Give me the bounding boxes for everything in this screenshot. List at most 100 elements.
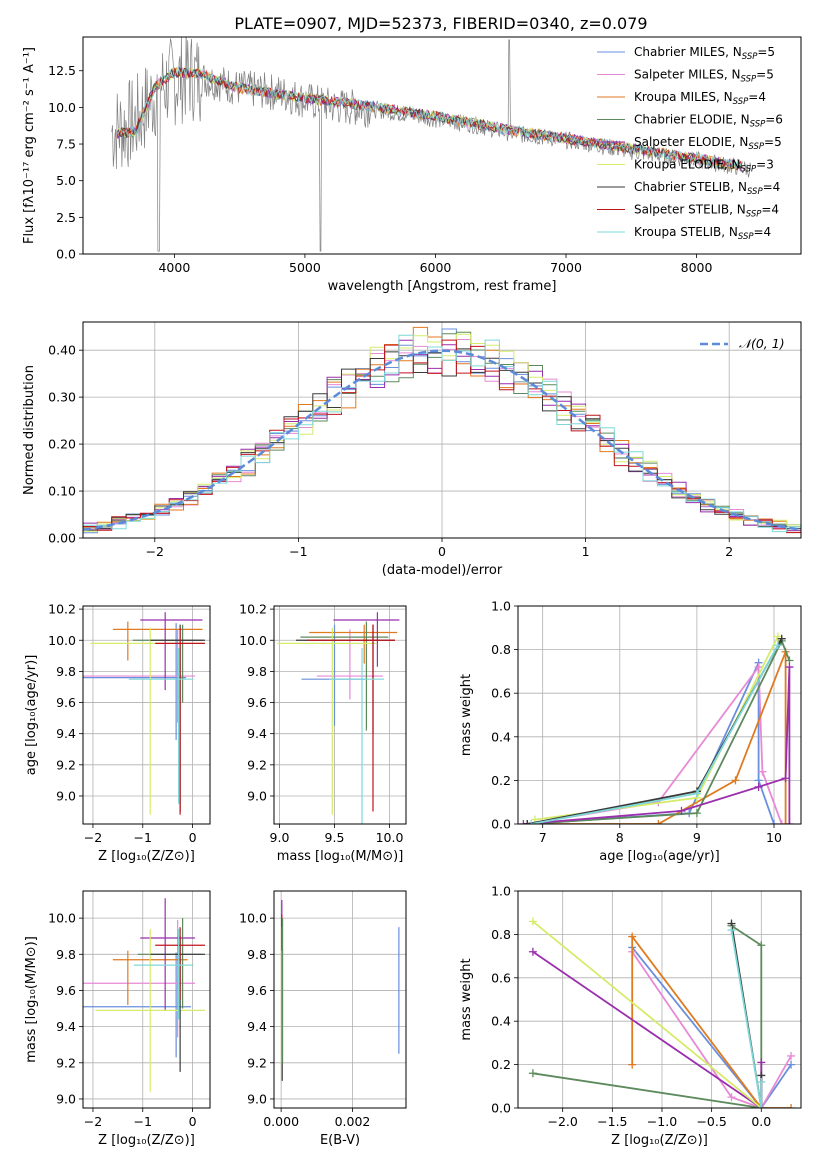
panel-age_vs_Z: −2 −1 0 9.0 9.2 9.4 9.6 9.8 10.0 10.2 Z [log₁₀(Z/Z…	[24, 602, 211, 864]
plot-area-spectrum	[111, 37, 752, 252]
series-line-2	[527, 651, 787, 824]
x-tick-label: −2.0	[548, 1114, 578, 1129]
legend-entry: Salpeter STELIB, NSSP=4	[634, 203, 779, 220]
series-marker	[528, 947, 537, 956]
y-axis-label: Normed distribution	[22, 365, 37, 495]
axes-frame	[273, 890, 407, 1109]
series-marker	[754, 663, 763, 672]
legend-entry: Salpeter MILES, NSSP=5	[634, 68, 774, 85]
x-tick-label: 5000	[289, 260, 321, 275]
x-axis-label: (data-model)/error	[382, 563, 503, 578]
axes-frame	[82, 36, 802, 255]
y-tick-label: 9.4	[56, 1019, 76, 1034]
y-tick-label: 9.2	[247, 1055, 267, 1070]
series-marker	[731, 776, 740, 785]
series-marker	[523, 820, 532, 824]
x-tick-label: 9	[693, 830, 701, 845]
x-tick-label: 8000	[681, 260, 713, 275]
series-marker	[787, 1104, 796, 1108]
y-tick-label: 9.2	[56, 1055, 76, 1070]
legend-entry: 𝒩(0, 1)	[739, 336, 785, 351]
x-tick-label: −2	[146, 544, 164, 559]
panel-mass_vs_ebv: 0.000 0.002 9.0 9.2 9.4 9.6 9.8 10.0 E(B-V)	[239, 890, 407, 1148]
axes-frame	[517, 605, 802, 825]
plot-area-massweight_vs_age	[519, 632, 794, 824]
figure-title: PLATE=0907, MJD=52373, FIBERID=0340, z=0…	[234, 14, 647, 33]
y-tick-label: 9.0	[247, 1091, 267, 1106]
plot-area-mass_vs_ebv	[280, 900, 400, 1081]
series-marker	[777, 634, 786, 643]
panel-massweight_vs_Z: −2.0 −1.5 −1.0 −0.5 0.0 0.0 0.2 0.4 0.6 0.8 1.0 Z […	[459, 884, 802, 1148]
series-line-3	[527, 638, 791, 824]
y-tick-label: 9.6	[247, 695, 267, 710]
plot-area-mass_vs_Z	[83, 898, 206, 1092]
x-tick-label: 2	[725, 544, 733, 559]
x-tick-label: 7	[539, 830, 547, 845]
x-axis-label: wavelength [Angstrom, rest frame]	[328, 279, 557, 294]
y-tick-label: 0.8	[491, 642, 511, 657]
errorbar-point	[90, 627, 206, 815]
y-tick-label: 10.0	[239, 633, 267, 648]
series-marker	[757, 941, 766, 950]
x-axis-label: Z [log₁₀(Z/Z⊙)]	[98, 849, 195, 864]
axes-frame	[273, 605, 407, 825]
y-tick-label: 9.0	[247, 788, 267, 803]
series-marker	[692, 789, 701, 798]
x-tick-label: −2	[84, 1114, 102, 1129]
y-tick-label: 9.8	[247, 664, 267, 679]
x-tick-label: 4000	[158, 260, 190, 275]
x-tick-label: 0	[438, 544, 446, 559]
plot-area-age_vs_mass	[277, 612, 400, 824]
series-line-7	[530, 644, 779, 824]
y-tick-label: 9.8	[247, 947, 267, 962]
plot-area-residuals	[83, 326, 801, 534]
legend-entry: Chabrier ELODIE, NSSP=6	[634, 113, 783, 130]
legend-entry: Chabrier MILES, NSSP=5	[634, 45, 775, 62]
panel-massweight_vs_age: 7 8 9 10 0.0 0.2 0.4 0.6 0.8 1.0 age [log₁₀(age/yr…	[459, 599, 802, 864]
series-marker	[787, 1060, 796, 1069]
errorbar-point	[83, 623, 187, 740]
x-tick-label: −1	[134, 830, 152, 845]
x-axis-label: Z [log₁₀(Z/Z⊙)]	[98, 1133, 195, 1148]
errorbar-point	[277, 627, 377, 815]
axes-frame	[517, 890, 802, 1109]
x-tick-label: 10	[766, 830, 782, 845]
x-axis-label: E(B-V)	[320, 1133, 360, 1148]
y-tick-label: 9.8	[56, 664, 76, 679]
series-marker	[777, 820, 786, 824]
series-marker	[773, 641, 782, 650]
y-tick-label: 0.0	[491, 817, 511, 832]
series-marker	[527, 820, 536, 824]
x-tick-label: 0	[189, 1114, 197, 1129]
series-marker	[654, 820, 663, 824]
errorbar-point	[329, 648, 384, 824]
series-line-0	[631, 946, 792, 1108]
y-tick-label: 10.2	[48, 602, 76, 617]
series-marker	[758, 767, 767, 776]
y-tick-label: 1.0	[491, 599, 511, 614]
x-tick-label: 1	[582, 544, 590, 559]
histogram-8	[83, 334, 801, 533]
series-marker	[692, 809, 701, 818]
series-marker	[785, 663, 794, 672]
x-tick-label: 6000	[420, 260, 452, 275]
errorbar-point	[132, 624, 203, 703]
errorbar-point	[155, 627, 206, 815]
panel-age_vs_mass: 9.0 9.5 10.0 9.0 9.2 9.4 9.6 9.8 10.0 10.2 mass [l…	[239, 602, 407, 864]
y-tick-label: 0.00	[48, 531, 76, 546]
errorbar-point	[95, 928, 206, 1092]
y-tick-label: 0.8	[491, 927, 511, 942]
series-line-3	[532, 924, 763, 1108]
x-axis-label: mass [log₁₀(M/M⊙)]	[277, 849, 404, 864]
x-tick-label: 9.0	[270, 830, 290, 845]
series-marker	[677, 806, 686, 815]
y-tick-label: 9.0	[56, 788, 76, 803]
series-marker	[757, 1077, 766, 1086]
y-tick-label: 0.20	[48, 437, 76, 452]
y-tick-label: 10.0	[239, 911, 267, 926]
errorbar-point	[83, 952, 192, 1058]
y-tick-label: 9.4	[247, 726, 267, 741]
legend-entry: Salpeter ELODIE, NSSP=5	[634, 135, 782, 152]
plot-area-age_vs_Z	[83, 612, 206, 815]
